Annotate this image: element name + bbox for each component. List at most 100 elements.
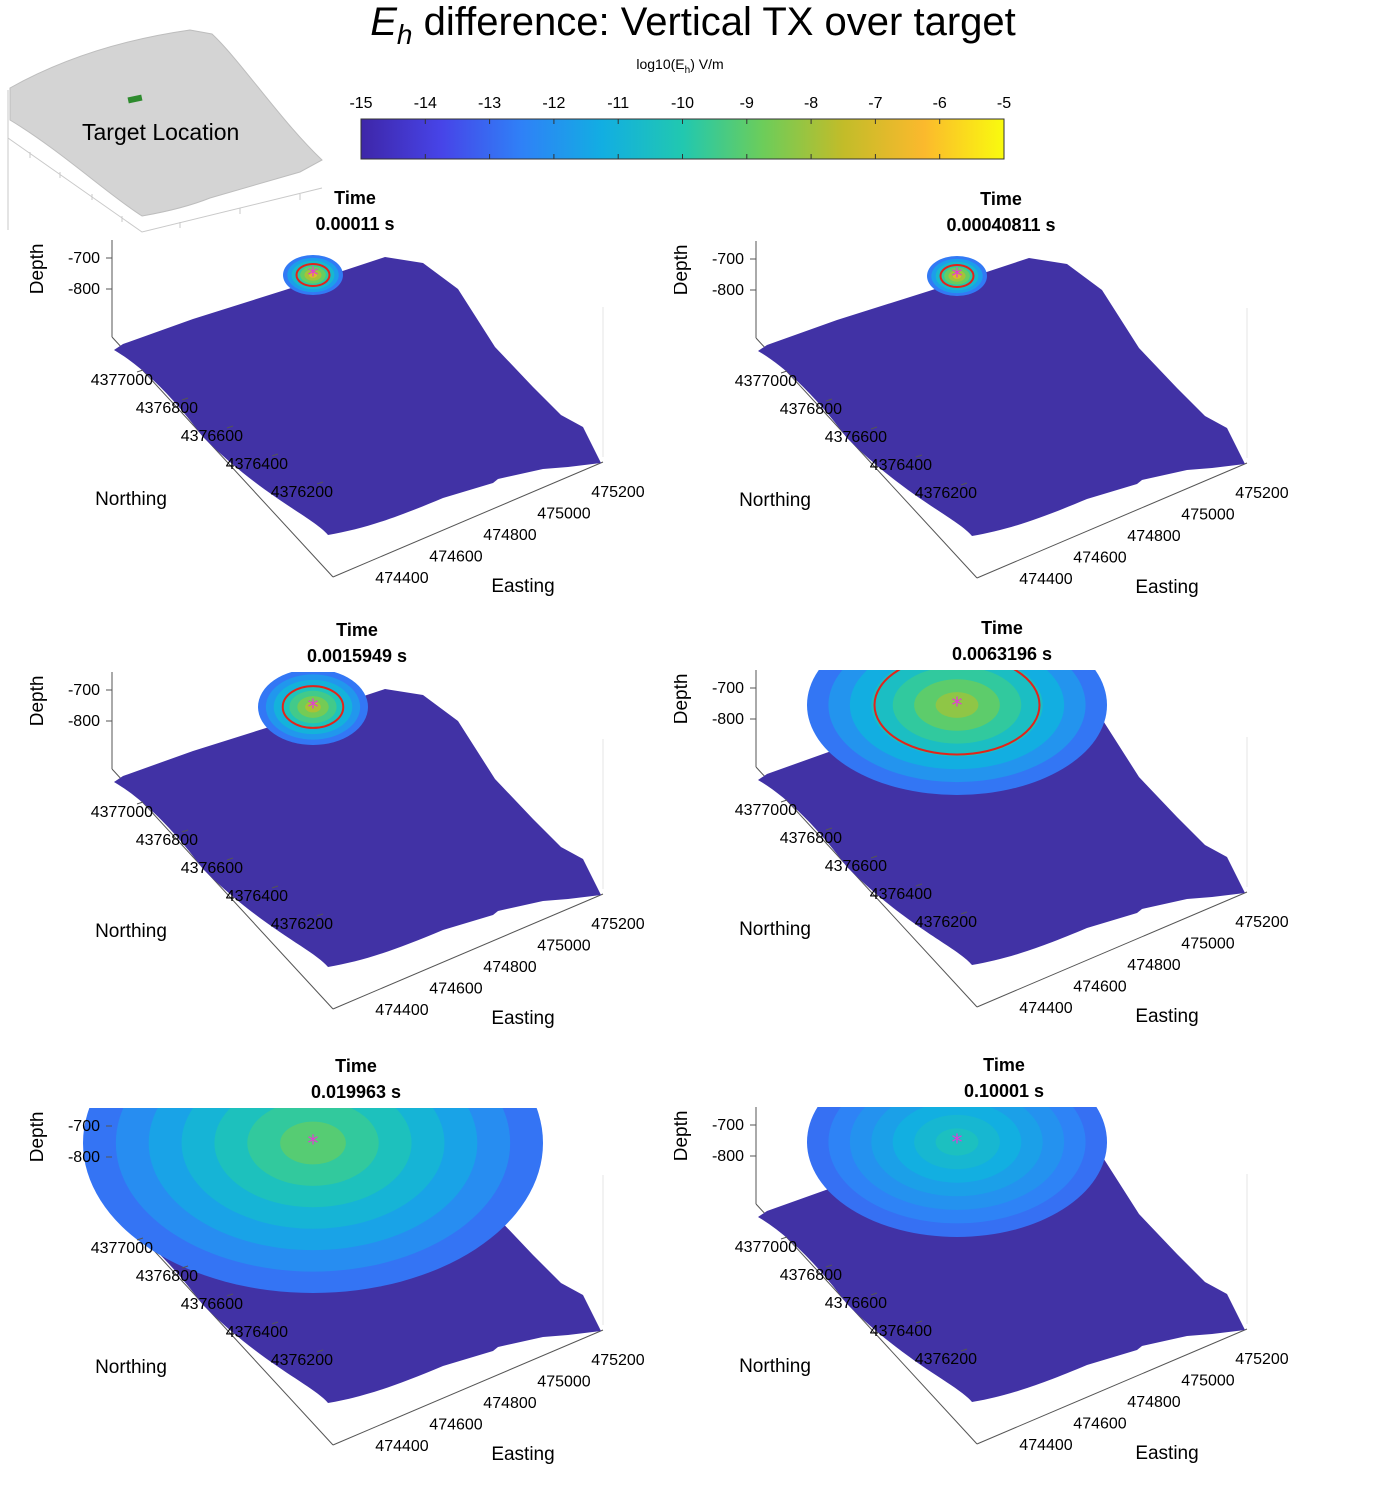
easting-axis-label: Easting — [1135, 1006, 1198, 1027]
colorbar-tick-label: -15 — [349, 95, 372, 112]
target-marker: * — [952, 694, 963, 719]
north-tick-mark — [915, 1320, 923, 1324]
anomaly-ring — [308, 272, 318, 278]
north-tick-mark — [136, 801, 144, 805]
east-tick-label: 475000 — [1181, 936, 1234, 953]
threshold-contour — [295, 263, 331, 287]
panel-title: Time 0.00040811 s — [851, 186, 1151, 238]
north-tick-mark — [181, 829, 189, 833]
east-tick-label: 474800 — [483, 527, 536, 544]
target-location-inset: Target Location — [7, 29, 323, 233]
inset-surface — [9, 29, 323, 217]
east-tick-label: 474800 — [483, 1395, 536, 1412]
north-tick-label: 4377000 — [735, 1239, 797, 1256]
north-tick-mark — [226, 425, 234, 429]
north-tick-mark — [316, 481, 324, 485]
surface: * — [114, 255, 601, 535]
panel-time-value: 0.10001 s — [963, 1081, 1045, 1101]
north-tick-mark — [915, 883, 923, 887]
z-tick-label: -700 — [68, 682, 100, 699]
z-tick-label: -800 — [712, 1148, 744, 1165]
anomaly-ring — [280, 1121, 346, 1165]
panel-title: Time 0.10001 s — [854, 1052, 1154, 1104]
anomaly-ring — [935, 1128, 979, 1156]
east-tick-label: 475000 — [537, 506, 590, 523]
target-marker: * — [308, 696, 319, 721]
east-tick-label: 475000 — [1181, 507, 1234, 524]
z-tick-label: -700 — [68, 250, 100, 267]
anomaly-ring — [952, 273, 962, 279]
north-tick-mark — [136, 1237, 144, 1241]
target-marker: * — [952, 1131, 963, 1156]
north-tick-label: 4376200 — [915, 914, 977, 931]
anomaly: * — [258, 672, 368, 745]
easting-axis-label: Easting — [491, 1008, 554, 1029]
colorbar-tick-label: -7 — [868, 95, 882, 112]
north-tick-mark — [870, 426, 878, 430]
panel-time-value: 0.0015949 s — [306, 646, 408, 666]
east-tick-label: 475000 — [537, 938, 590, 955]
anomaly: * — [283, 255, 343, 295]
panel-title-label: Time — [981, 618, 1023, 638]
north-tick-mark — [316, 913, 324, 917]
inset-target-marker — [127, 94, 143, 104]
anomaly: * — [927, 256, 987, 296]
east-tick-label: 474800 — [1127, 528, 1180, 545]
z-tick-label: -700 — [712, 251, 744, 268]
easting-axis-label: Easting — [491, 576, 554, 597]
axes-box — [111, 240, 604, 578]
panel-title: Time 0.0063196 s — [852, 615, 1152, 667]
surface-background — [758, 258, 1245, 536]
north-tick-label: 4376400 — [870, 1323, 932, 1340]
easting-axis-label: Easting — [491, 1444, 554, 1465]
northing-axis-label: Northing — [95, 1357, 167, 1378]
panel-time-value: 0.00011 s — [315, 214, 395, 234]
east-tick-label: 474400 — [375, 1002, 428, 1019]
north-tick-mark — [271, 453, 279, 457]
north-tick-label: 4377000 — [91, 1240, 153, 1257]
east-tick-label: 475000 — [537, 1374, 590, 1391]
north-tick-label: 4376600 — [181, 860, 243, 877]
east-tick-label: 474800 — [483, 959, 536, 976]
axes-box — [755, 241, 1248, 579]
colorbar-tick-label: -13 — [478, 95, 501, 112]
north-tick-label: 4376800 — [136, 832, 198, 849]
north-tick-label: 4376200 — [271, 484, 333, 501]
surface-background — [114, 257, 601, 535]
north-tick-mark — [825, 398, 833, 402]
anomaly-ring — [305, 701, 321, 713]
north-tick-mark — [780, 1236, 788, 1240]
north-tick-mark — [870, 855, 878, 859]
surface: * — [758, 1107, 1245, 1402]
colorbar-tick-label: -9 — [740, 95, 754, 112]
panel-title-label: Time — [334, 188, 376, 208]
colorbar-tick-label: -12 — [542, 95, 565, 112]
figure-title: Eh difference: Vertical TX over target — [370, 0, 1016, 50]
north-tick-mark — [960, 482, 968, 486]
colorbar-tick-label: -14 — [414, 95, 437, 112]
north-tick-mark — [825, 827, 833, 831]
north-tick-mark — [960, 911, 968, 915]
z-axis-label: Depth (m) — [30, 240, 48, 294]
north-tick-mark — [915, 454, 923, 458]
east-tick-label: 475200 — [1235, 914, 1288, 931]
z-axis-label: Depth (m) — [674, 241, 692, 295]
target-marker: * — [308, 1132, 319, 1157]
north-tick-mark — [316, 1349, 324, 1353]
panel-time-value: 0.00040811 s — [946, 215, 1056, 235]
east-tick-label: 474600 — [1073, 550, 1126, 567]
colorbar-tick-label: -5 — [997, 95, 1011, 112]
anomaly-ring — [935, 692, 979, 718]
z-tick-label: -800 — [68, 1149, 100, 1166]
north-tick-label: 4376800 — [780, 1267, 842, 1284]
north-tick-label: 4376600 — [825, 1295, 887, 1312]
north-tick-label: 4376200 — [271, 916, 333, 933]
anomaly: * — [807, 1107, 1107, 1237]
surface: * — [83, 1108, 601, 1403]
north-tick-mark — [226, 1293, 234, 1297]
north-tick-mark — [136, 369, 144, 373]
